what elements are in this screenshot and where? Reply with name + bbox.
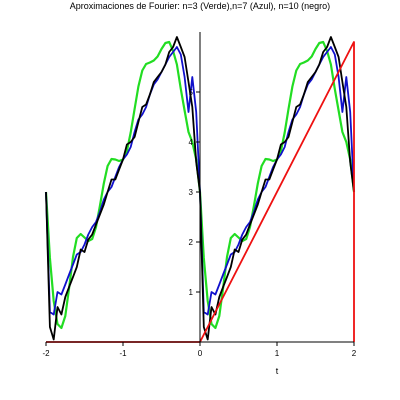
y-tick-label: 2	[189, 238, 194, 247]
y-tick-label: 5	[189, 88, 194, 97]
x-tick-label: 1	[275, 349, 280, 358]
x-tick-label: -1	[119, 349, 127, 358]
y-tick-label: 1	[189, 288, 194, 297]
x-tick-label: -2	[42, 349, 50, 358]
y-tick-label: 4	[189, 138, 194, 147]
chart-title: Aproximaciones de Fourier: n=3 (Verde),n…	[70, 1, 330, 11]
x-tick-label: 0	[198, 349, 203, 358]
x-tick-label: 2	[352, 349, 357, 358]
x-axis-label: t	[276, 366, 279, 376]
axes-layer: -2 -1 0 1 2 1 2 3 4 5	[42, 32, 357, 358]
y-tick-label: 3	[189, 188, 194, 197]
